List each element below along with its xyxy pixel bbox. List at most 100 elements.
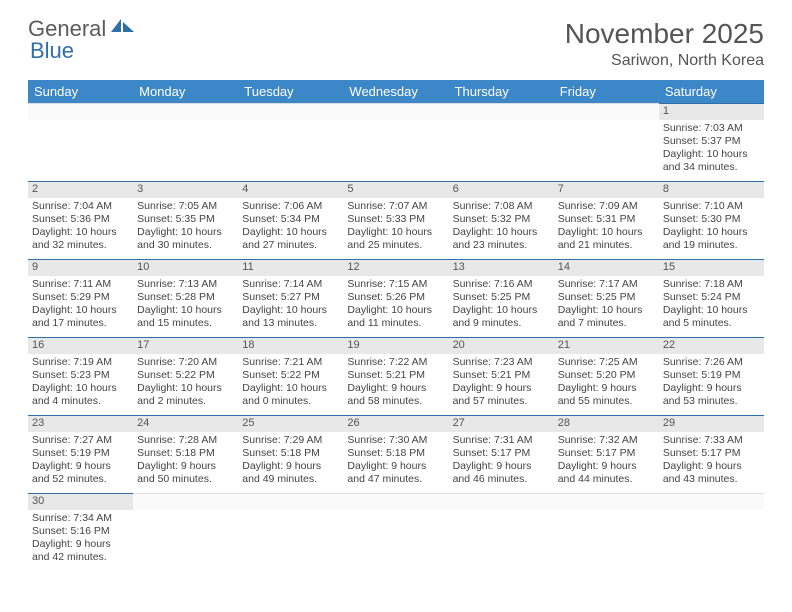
daylight-text: Daylight: 9 hours and 57 minutes. bbox=[453, 382, 550, 408]
empty-day bbox=[554, 493, 659, 510]
calendar-cell bbox=[28, 103, 133, 181]
sunrise-text: Sunrise: 7:32 AM bbox=[558, 434, 655, 447]
logo: GeneralBlue bbox=[28, 18, 136, 62]
daylight-text: Daylight: 10 hours and 27 minutes. bbox=[242, 226, 339, 252]
sunrise-text: Sunrise: 7:13 AM bbox=[137, 278, 234, 291]
weekday-header: Friday bbox=[554, 80, 659, 103]
calendar-cell: 27Sunrise: 7:31 AMSunset: 5:17 PMDayligh… bbox=[449, 415, 554, 493]
day-details: Sunrise: 7:22 AMSunset: 5:21 PMDaylight:… bbox=[343, 354, 448, 413]
title-block: November 2025 Sariwon, North Korea bbox=[565, 18, 764, 70]
day-details: Sunrise: 7:32 AMSunset: 5:17 PMDaylight:… bbox=[554, 432, 659, 491]
sunrise-text: Sunrise: 7:34 AM bbox=[32, 512, 129, 525]
sunset-text: Sunset: 5:19 PM bbox=[32, 447, 129, 460]
weekday-header: Monday bbox=[133, 80, 238, 103]
calendar-week: 23Sunrise: 7:27 AMSunset: 5:19 PMDayligh… bbox=[28, 415, 764, 493]
day-details: Sunrise: 7:06 AMSunset: 5:34 PMDaylight:… bbox=[238, 198, 343, 257]
calendar-week: 16Sunrise: 7:19 AMSunset: 5:23 PMDayligh… bbox=[28, 337, 764, 415]
day-number: 11 bbox=[238, 259, 343, 276]
day-number: 30 bbox=[28, 493, 133, 510]
day-number: 2 bbox=[28, 181, 133, 198]
day-number: 20 bbox=[449, 337, 554, 354]
calendar-head: SundayMondayTuesdayWednesdayThursdayFrid… bbox=[28, 80, 764, 103]
calendar-cell: 21Sunrise: 7:25 AMSunset: 5:20 PMDayligh… bbox=[554, 337, 659, 415]
sunrise-text: Sunrise: 7:28 AM bbox=[137, 434, 234, 447]
day-number: 18 bbox=[238, 337, 343, 354]
sunset-text: Sunset: 5:25 PM bbox=[453, 291, 550, 304]
sunset-text: Sunset: 5:19 PM bbox=[663, 369, 760, 382]
day-details: Sunrise: 7:07 AMSunset: 5:33 PMDaylight:… bbox=[343, 198, 448, 257]
logo-text-2: Blue bbox=[30, 40, 136, 62]
empty-day bbox=[449, 493, 554, 510]
sunset-text: Sunset: 5:17 PM bbox=[558, 447, 655, 460]
sunrise-text: Sunrise: 7:21 AM bbox=[242, 356, 339, 369]
daylight-text: Daylight: 10 hours and 9 minutes. bbox=[453, 304, 550, 330]
day-details: Sunrise: 7:17 AMSunset: 5:25 PMDaylight:… bbox=[554, 276, 659, 335]
day-number: 12 bbox=[343, 259, 448, 276]
day-number: 9 bbox=[28, 259, 133, 276]
daylight-text: Daylight: 9 hours and 52 minutes. bbox=[32, 460, 129, 486]
calendar-cell: 14Sunrise: 7:17 AMSunset: 5:25 PMDayligh… bbox=[554, 259, 659, 337]
calendar-cell: 8Sunrise: 7:10 AMSunset: 5:30 PMDaylight… bbox=[659, 181, 764, 259]
sunrise-text: Sunrise: 7:20 AM bbox=[137, 356, 234, 369]
daylight-text: Daylight: 10 hours and 21 minutes. bbox=[558, 226, 655, 252]
calendar-cell: 10Sunrise: 7:13 AMSunset: 5:28 PMDayligh… bbox=[133, 259, 238, 337]
day-number: 6 bbox=[449, 181, 554, 198]
day-details: Sunrise: 7:27 AMSunset: 5:19 PMDaylight:… bbox=[28, 432, 133, 491]
calendar-cell: 9Sunrise: 7:11 AMSunset: 5:29 PMDaylight… bbox=[28, 259, 133, 337]
day-details: Sunrise: 7:11 AMSunset: 5:29 PMDaylight:… bbox=[28, 276, 133, 335]
day-details: Sunrise: 7:10 AMSunset: 5:30 PMDaylight:… bbox=[659, 198, 764, 257]
sunrise-text: Sunrise: 7:11 AM bbox=[32, 278, 129, 291]
location-text: Sariwon, North Korea bbox=[565, 52, 764, 70]
day-details: Sunrise: 7:05 AMSunset: 5:35 PMDaylight:… bbox=[133, 198, 238, 257]
day-number: 1 bbox=[659, 103, 764, 120]
day-details: Sunrise: 7:29 AMSunset: 5:18 PMDaylight:… bbox=[238, 432, 343, 491]
empty-day bbox=[343, 493, 448, 510]
logo-text-1: General bbox=[28, 18, 106, 40]
sunset-text: Sunset: 5:25 PM bbox=[558, 291, 655, 304]
day-number: 15 bbox=[659, 259, 764, 276]
empty-day bbox=[28, 103, 133, 120]
day-number: 26 bbox=[343, 415, 448, 432]
sunset-text: Sunset: 5:33 PM bbox=[347, 213, 444, 226]
daylight-text: Daylight: 10 hours and 34 minutes. bbox=[663, 148, 760, 174]
sunset-text: Sunset: 5:37 PM bbox=[663, 135, 760, 148]
daylight-text: Daylight: 10 hours and 13 minutes. bbox=[242, 304, 339, 330]
calendar-cell bbox=[659, 493, 764, 571]
day-details: Sunrise: 7:18 AMSunset: 5:24 PMDaylight:… bbox=[659, 276, 764, 335]
empty-day bbox=[133, 493, 238, 510]
day-number: 16 bbox=[28, 337, 133, 354]
day-number: 7 bbox=[554, 181, 659, 198]
calendar-body: 1Sunrise: 7:03 AMSunset: 5:37 PMDaylight… bbox=[28, 103, 764, 571]
calendar-week: 2Sunrise: 7:04 AMSunset: 5:36 PMDaylight… bbox=[28, 181, 764, 259]
calendar-cell bbox=[449, 103, 554, 181]
daylight-text: Daylight: 9 hours and 49 minutes. bbox=[242, 460, 339, 486]
daylight-text: Daylight: 10 hours and 15 minutes. bbox=[137, 304, 234, 330]
daylight-text: Daylight: 9 hours and 53 minutes. bbox=[663, 382, 760, 408]
calendar-cell bbox=[554, 103, 659, 181]
sunrise-text: Sunrise: 7:07 AM bbox=[347, 200, 444, 213]
day-number: 24 bbox=[133, 415, 238, 432]
sunset-text: Sunset: 5:20 PM bbox=[558, 369, 655, 382]
calendar-cell: 28Sunrise: 7:32 AMSunset: 5:17 PMDayligh… bbox=[554, 415, 659, 493]
calendar-cell: 4Sunrise: 7:06 AMSunset: 5:34 PMDaylight… bbox=[238, 181, 343, 259]
daylight-text: Daylight: 9 hours and 42 minutes. bbox=[32, 538, 129, 564]
day-details: Sunrise: 7:23 AMSunset: 5:21 PMDaylight:… bbox=[449, 354, 554, 413]
calendar-cell: 11Sunrise: 7:14 AMSunset: 5:27 PMDayligh… bbox=[238, 259, 343, 337]
sunrise-text: Sunrise: 7:19 AM bbox=[32, 356, 129, 369]
daylight-text: Daylight: 10 hours and 7 minutes. bbox=[558, 304, 655, 330]
sunrise-text: Sunrise: 7:15 AM bbox=[347, 278, 444, 291]
sunset-text: Sunset: 5:28 PM bbox=[137, 291, 234, 304]
empty-day bbox=[343, 103, 448, 120]
daylight-text: Daylight: 9 hours and 50 minutes. bbox=[137, 460, 234, 486]
sunset-text: Sunset: 5:24 PM bbox=[663, 291, 760, 304]
sunrise-text: Sunrise: 7:04 AM bbox=[32, 200, 129, 213]
day-details: Sunrise: 7:16 AMSunset: 5:25 PMDaylight:… bbox=[449, 276, 554, 335]
sunset-text: Sunset: 5:31 PM bbox=[558, 213, 655, 226]
daylight-text: Daylight: 10 hours and 11 minutes. bbox=[347, 304, 444, 330]
calendar-cell bbox=[238, 493, 343, 571]
day-number: 17 bbox=[133, 337, 238, 354]
day-details: Sunrise: 7:15 AMSunset: 5:26 PMDaylight:… bbox=[343, 276, 448, 335]
sunrise-text: Sunrise: 7:06 AM bbox=[242, 200, 339, 213]
weekday-header: Thursday bbox=[449, 80, 554, 103]
day-details: Sunrise: 7:33 AMSunset: 5:17 PMDaylight:… bbox=[659, 432, 764, 491]
